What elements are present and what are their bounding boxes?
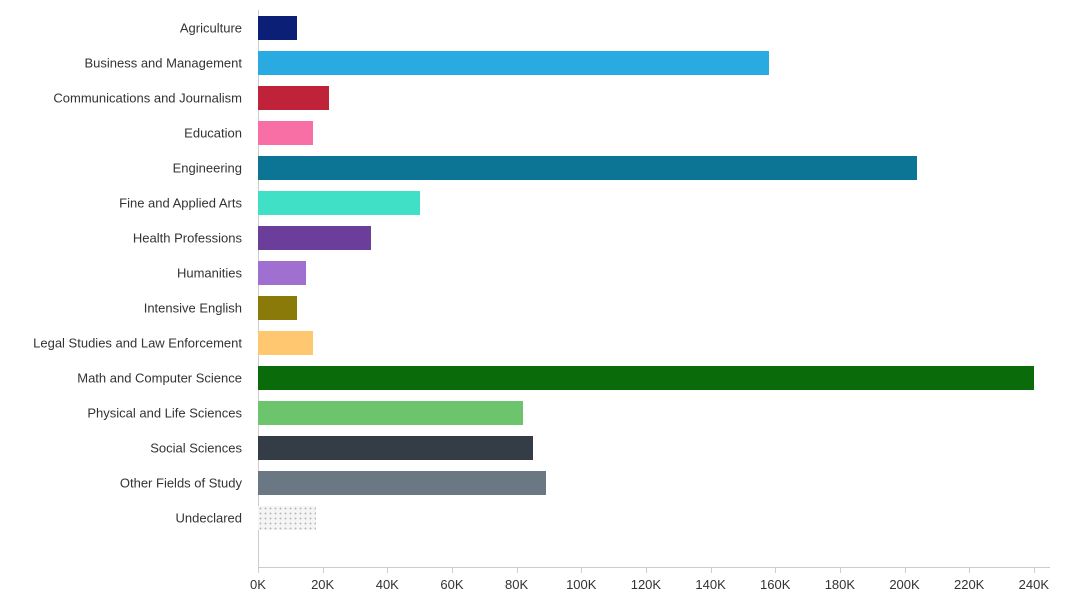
x-axis-tick-label: 120K [631, 577, 661, 592]
x-axis-tick-label: 60K [440, 577, 463, 592]
y-axis-label: Intensive English [144, 300, 242, 315]
y-axis-label: Physical and Life Sciences [87, 405, 242, 420]
fields-of-study-bar-chart: Agriculture Business and Management Commun… [0, 0, 1080, 607]
x-axis-tick [581, 567, 582, 573]
x-axis-tick [646, 567, 647, 573]
bar [258, 366, 1034, 390]
y-axis-label: Social Sciences [150, 440, 242, 455]
y-axis-label: Undeclared [176, 510, 243, 525]
x-axis-tick-label: 80K [505, 577, 528, 592]
bar [258, 331, 313, 355]
bar [258, 86, 329, 110]
x-axis-tick [969, 567, 970, 573]
x-axis-tick-label: 0K [250, 577, 266, 592]
x-axis-tick [452, 567, 453, 573]
x-axis-tick [711, 567, 712, 573]
x-axis-tick [323, 567, 324, 573]
y-axis-label: Math and Computer Science [77, 370, 242, 385]
y-axis-label: Health Professions [133, 230, 242, 245]
x-axis-tick-label: 200K [889, 577, 919, 592]
x-axis-tick [1034, 567, 1035, 573]
y-axis-label: Agriculture [180, 20, 242, 35]
x-axis-tick-label: 240K [1019, 577, 1049, 592]
bar [258, 156, 917, 180]
y-axis-label: Humanities [177, 265, 242, 280]
bar [258, 226, 371, 250]
x-axis-tick [517, 567, 518, 573]
x-axis-line [258, 567, 1050, 568]
x-axis: 0K20K40K60K80K100K120K140K160K180K200K22… [258, 567, 1050, 607]
y-axis-labels: Agriculture Business and Management Commun… [10, 10, 250, 567]
plot-area [258, 10, 1050, 567]
bar [258, 121, 313, 145]
bar [258, 401, 523, 425]
bar [258, 296, 297, 320]
y-axis-label: Engineering [173, 160, 242, 175]
x-axis-tick-label: 180K [825, 577, 855, 592]
bar [258, 51, 769, 75]
x-axis-tick-label: 40K [376, 577, 399, 592]
bar [258, 16, 297, 40]
x-axis-tick [840, 567, 841, 573]
y-axis-label: Business and Management [84, 55, 242, 70]
y-axis-label: Other Fields of Study [120, 475, 242, 490]
x-axis-tick-label: 140K [695, 577, 725, 592]
y-axis-label: Education [184, 125, 242, 140]
x-axis-tick [387, 567, 388, 573]
x-axis-tick-label: 100K [566, 577, 596, 592]
y-axis-label: Fine and Applied Arts [119, 195, 242, 210]
x-axis-tick [258, 567, 259, 573]
x-axis-tick-label: 160K [760, 577, 790, 592]
y-axis-label: Legal Studies and Law Enforcement [33, 335, 242, 350]
x-axis-tick-label: 20K [311, 577, 334, 592]
bar [258, 436, 533, 460]
x-axis-tick [905, 567, 906, 573]
x-axis-tick-label: 220K [954, 577, 984, 592]
bar [258, 506, 316, 530]
bar [258, 191, 420, 215]
x-axis-tick [775, 567, 776, 573]
y-axis-label: Communications and Journalism [53, 90, 242, 105]
bar [258, 261, 306, 285]
bar [258, 471, 546, 495]
